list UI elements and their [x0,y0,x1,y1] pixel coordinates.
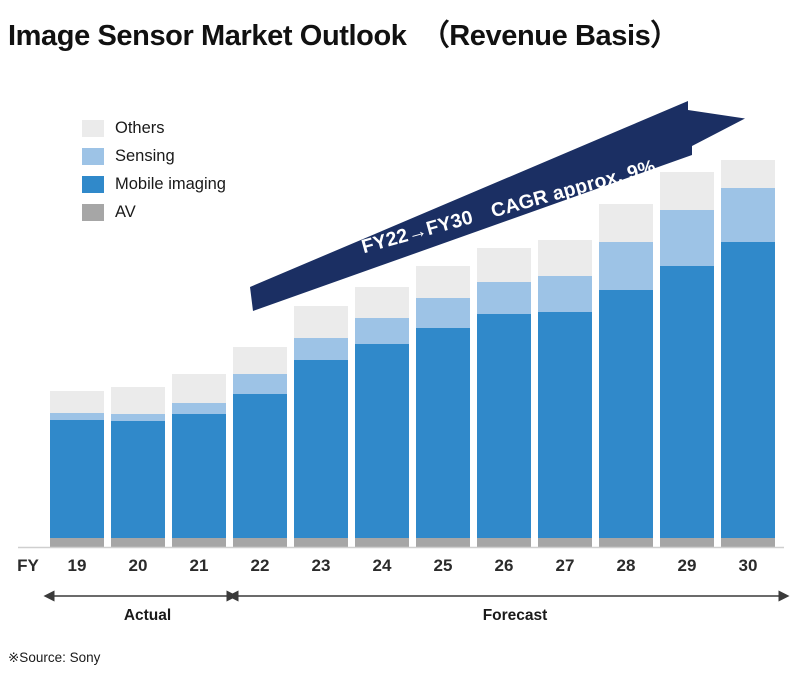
bar-fy25-seg-others[interactable] [416,266,470,298]
x-tick-19: 19 [67,556,87,575]
bar-fy21-seg-others[interactable] [172,374,226,403]
bar-fy19-seg-others[interactable] [50,391,104,413]
bar-fy19-seg-sensing[interactable] [50,413,104,420]
bar-fy22-seg-av[interactable] [233,538,287,547]
bar-fy19-seg-mobile[interactable] [50,420,104,538]
bar-fy21-seg-sensing[interactable] [172,403,226,414]
legend-swatch-others-icon [82,119,104,137]
bar-fy28-seg-sensing[interactable] [599,242,653,290]
x-tick-29: 29 [677,556,697,575]
x-tick-23: 23 [311,556,331,575]
bar-fy28-seg-others[interactable] [599,204,653,242]
bar-fy27-seg-sensing[interactable] [538,276,592,312]
bar-fy28[interactable] [599,204,653,547]
bar-fy22-seg-sensing[interactable] [233,374,287,394]
legend-swatch-sensing-icon [82,147,104,165]
source-note: ※Source: Sony [8,650,101,665]
x-tick-28: 28 [616,556,636,575]
x-tick-26: 26 [494,556,514,575]
x-tick-25: 25 [433,556,453,575]
bar-fy20-seg-mobile[interactable] [111,421,165,538]
bar-fy25-seg-av[interactable] [416,538,470,547]
x-tick-27: 27 [555,556,575,575]
bar-fy21[interactable] [172,374,226,547]
axis-fy-prefix-label: FY [17,556,39,575]
bar-fy26-seg-sensing[interactable] [477,282,531,314]
x-tick-24: 24 [372,556,392,575]
bar-fy27-seg-av[interactable] [538,538,592,547]
bar-fy20-seg-av[interactable] [111,538,165,547]
bar-fy27-seg-mobile[interactable] [538,312,592,538]
bar-fy20-seg-others[interactable] [111,387,165,414]
bar-fy28-seg-mobile[interactable] [599,290,653,538]
legend-label-mobile-imaging: Mobile imaging [115,174,226,193]
legend-item-mobile-imaging[interactable]: Mobile imaging [82,170,312,198]
bar-fy24[interactable] [355,287,409,547]
bar-fy25-seg-sensing[interactable] [416,298,470,328]
bar-fy22[interactable] [233,347,287,547]
bar-fy26-seg-mobile[interactable] [477,314,531,538]
bar-fy30[interactable] [721,160,775,547]
bar-fy23[interactable] [294,306,348,547]
bar-fy30-seg-others[interactable] [721,160,775,188]
bar-fy23-seg-others[interactable] [294,306,348,338]
bar-fy29-seg-av[interactable] [660,538,714,547]
bar-fy20[interactable] [111,387,165,547]
bar-fy26-seg-others[interactable] [477,248,531,282]
x-tick-30: 30 [738,556,758,575]
cagr-arrow-banner [250,101,745,311]
bar-fy24-seg-mobile[interactable] [355,344,409,538]
bar-fy21-seg-av[interactable] [172,538,226,547]
x-tick-21: 21 [189,556,209,575]
bar-fy22-seg-mobile[interactable] [233,394,287,538]
chart-legend: Others Sensing Mobile imaging AV [82,114,312,226]
actual-period-label: Actual [123,607,172,624]
legend-label-others: Others [115,118,165,137]
bar-fy22-seg-others[interactable] [233,347,287,374]
bar-fy30-seg-mobile[interactable] [721,242,775,538]
x-tick-20: 20 [128,556,148,575]
page-title: Image Sensor Market Outlook （Revenue Bas… [8,20,679,52]
forecast-period-label: Forecast [482,607,548,624]
bar-fy30-seg-av[interactable] [721,538,775,547]
bar-fy26-seg-av[interactable] [477,538,531,547]
bar-fy29-seg-others[interactable] [660,172,714,210]
legend-label-av: AV [115,202,136,221]
bar-fy19-seg-av[interactable] [50,538,104,547]
legend-swatch-av-icon [82,203,104,221]
bar-fy23-seg-mobile[interactable] [294,360,348,538]
bar-fy21-seg-mobile[interactable] [172,414,226,538]
bar-fy26[interactable] [477,248,531,547]
legend-item-av[interactable]: AV [82,198,312,226]
legend-label-sensing: Sensing [115,146,175,165]
bar-fy23-seg-av[interactable] [294,538,348,547]
bar-fy24-seg-others[interactable] [355,287,409,318]
bar-fy27[interactable] [538,240,592,547]
legend-item-sensing[interactable]: Sensing [82,142,312,170]
bar-fy25[interactable] [416,266,470,547]
x-tick-22: 22 [250,556,270,575]
bar-fy29[interactable] [660,172,714,547]
legend-item-others[interactable]: Others [82,114,312,142]
bar-fy29-seg-sensing[interactable] [660,210,714,266]
bars-layer [50,160,775,547]
bar-fy30-seg-sensing[interactable] [721,188,775,242]
bar-fy28-seg-av[interactable] [599,538,653,547]
bar-fy19[interactable] [50,391,104,547]
bar-fy24-seg-av[interactable] [355,538,409,547]
bar-fy27-seg-others[interactable] [538,240,592,276]
legend-swatch-mobile-imaging-icon [82,175,104,193]
bar-fy23-seg-sensing[interactable] [294,338,348,360]
bar-fy29-seg-mobile[interactable] [660,266,714,538]
bar-fy25-seg-mobile[interactable] [416,328,470,538]
bar-fy20-seg-sensing[interactable] [111,414,165,421]
bar-fy24-seg-sensing[interactable] [355,318,409,344]
